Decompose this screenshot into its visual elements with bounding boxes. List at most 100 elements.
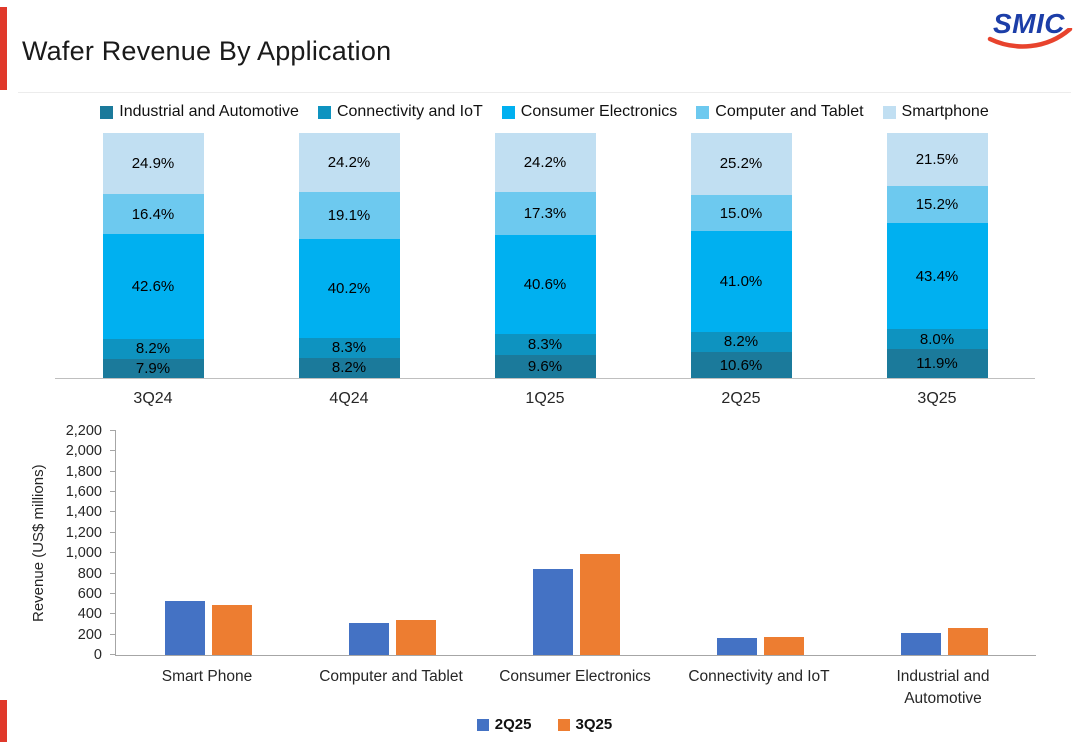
segment-value-label: 40.2% (327, 279, 371, 297)
segment-value-label: 42.6% (131, 277, 175, 295)
bar-3q25-connectivity-and-iot (763, 636, 804, 655)
segment-connectivity-and-iot: 8.2% (690, 331, 792, 352)
segment-connectivity-and-iot: 8.2% (102, 338, 204, 359)
segment-value-label: 21.5% (915, 150, 959, 168)
legend-label-consumer-electronics: Consumer Electronics (520, 103, 678, 120)
segment-value-label: 24.9% (131, 154, 175, 172)
segment-value-label: 19.1% (327, 207, 371, 225)
category-label-text: Consumer Electronics (499, 668, 651, 685)
grouped-chart-plot: 0 200 400 600 800 1,000 1,200 1,400 1,600 1,800 2,… (66, 423, 1036, 663)
legend-label-2q25: 2Q25 (494, 716, 532, 733)
bar-2q25-consumer-electronics (532, 568, 573, 655)
smic-logo-swoosh-icon (987, 28, 1073, 49)
segment-value-label: 8.2% (135, 340, 171, 358)
segment-value-label: 15.0% (719, 204, 763, 222)
segment-smartphone: 24.2% (494, 133, 596, 193)
legend-item-2q25: 2Q25 (476, 716, 532, 733)
bar-group-smart-phone (116, 431, 300, 655)
stacked-bar-column-2q25: 10.6% 8.2% 41.0% 15.0% 25.2% (643, 132, 839, 378)
segment-consumer-electronics: 42.6% (102, 234, 204, 339)
segment-value-label: 8.0% (919, 330, 955, 348)
stacked-bar-2q25: 10.6% 8.2% 41.0% 15.0% 25.2% (690, 132, 792, 378)
y-tick-mark (110, 470, 116, 472)
y-tick-label: 1,200 (65, 524, 102, 541)
y-tick-mark (110, 491, 116, 493)
page-title: Wafer Revenue By Application (22, 36, 392, 66)
smic-logo-text: SMIC (993, 8, 1065, 39)
bar-3q25-consumer-electronics (579, 554, 620, 655)
y-tick-mark (110, 552, 116, 554)
y-tick-mark (110, 511, 116, 513)
legend-swatch-2q25 (476, 718, 489, 731)
legend-label-connectivity-and-iot: Connectivity and IoT (336, 103, 483, 120)
y-tick-label: 2,000 (65, 443, 102, 460)
segment-value-label: 16.4% (131, 205, 175, 223)
segment-smartphone: 21.5% (886, 133, 988, 186)
category-label-smart-phone: Smart Phone (115, 666, 299, 709)
legend-label-3q25: 3Q25 (575, 716, 613, 733)
category-label-text: Computer and Tablet (319, 668, 463, 685)
segment-consumer-electronics: 40.6% (494, 234, 596, 335)
category-label-1q25: 1Q25 (525, 390, 565, 407)
bar-group-industrial-and-automotive (852, 431, 1036, 655)
grouped-chart-category-labels: Smart Phone Computer and Tablet Consumer E… (115, 666, 1035, 709)
segment-value-label: 7.9% (135, 359, 171, 377)
bar-3q25-smart-phone (211, 605, 252, 655)
category-label-3q24: 3Q24 (133, 390, 173, 407)
segment-computer-and-tablet: 17.3% (494, 192, 596, 235)
segment-connectivity-and-iot: 8.3% (298, 337, 400, 358)
y-tick-label: 800 (77, 565, 102, 582)
segment-consumer-electronics: 40.2% (298, 239, 400, 338)
y-tick-mark (110, 430, 116, 431)
category-label-3q25: 3Q25 (917, 390, 957, 407)
y-tick-label: 2,200 (65, 423, 102, 439)
legend-item-industrial-and-automotive: Industrial and Automotive (100, 103, 299, 121)
segment-connectivity-and-iot: 8.3% (494, 334, 596, 355)
stacked-bar-3q24: 7.9% 8.2% 42.6% 16.4% 24.9% (102, 132, 204, 378)
segment-consumer-electronics: 41.0% (690, 231, 792, 332)
bar-group-connectivity-and-iot (668, 431, 852, 655)
legend-label-industrial-and-automotive: Industrial and Automotive (119, 103, 299, 120)
stacked-bar-column-4q24: 8.2% 8.3% 40.2% 19.1% 24.2% (251, 133, 447, 378)
y-tick-mark (110, 572, 116, 574)
legend-item-3q25: 3Q25 (557, 716, 613, 733)
segment-smartphone: 24.2% (298, 133, 400, 193)
legend-swatch-connectivity-and-iot (317, 105, 331, 119)
segment-value-label: 15.2% (915, 195, 959, 213)
category-label-computer-and-tablet: Computer and Tablet (299, 666, 483, 709)
segment-value-label: 43.4% (915, 267, 959, 285)
y-tick-label: 400 (77, 606, 102, 623)
stacked-bar-1q25: 9.6% 8.3% 40.6% 17.3% 24.2% (494, 133, 596, 378)
y-tick-label: 0 (93, 647, 102, 663)
segment-value-label: 41.0% (719, 273, 763, 291)
category-label-text: Smart Phone (161, 668, 253, 685)
stacked-chart-plot: 7.9% 8.2% 42.6% 16.4% 24.9% 8.2% 8.3% 40.2% 19.1… (55, 132, 1035, 378)
segment-computer-and-tablet: 15.0% (690, 194, 792, 232)
category-label-industrial-and-automotive: Industrial and Automotive (851, 666, 1035, 709)
category-label-connectivity-and-iot: Connectivity and IoT (667, 666, 851, 709)
y-tick-mark (110, 654, 116, 655)
y-tick-label: 1,400 (65, 504, 102, 521)
y-tick-mark (110, 633, 116, 635)
bar-2q25-industrial-and-automotive (900, 632, 941, 655)
segment-smartphone: 25.2% (690, 132, 792, 195)
legend-swatch-consumer-electronics (501, 105, 515, 119)
y-tick-mark (110, 531, 116, 533)
stacked-bar-column-3q25: 11.9% 8.0% 43.4% 15.2% 21.5% (839, 133, 1035, 378)
bar-groups (116, 431, 1036, 655)
y-tick-label: 600 (77, 585, 102, 602)
bar-3q25-computer-and-tablet (395, 619, 436, 655)
segment-value-label: 8.3% (331, 339, 367, 357)
y-tick-label: 200 (77, 626, 102, 643)
stacked-bar-column-3q24: 7.9% 8.2% 42.6% 16.4% 24.9% (55, 132, 251, 378)
red-accent-bar-top (0, 7, 7, 90)
segment-value-label: 17.3% (523, 205, 567, 222)
segment-connectivity-and-iot: 8.0% (886, 329, 988, 349)
bar-group-consumer-electronics (484, 431, 668, 655)
legend-item-computer-and-tablet: Computer and Tablet (696, 103, 864, 121)
y-tick-label: 1,600 (65, 484, 102, 501)
stacked-chart-axis-line (55, 378, 1035, 379)
segment-computer-and-tablet: 19.1% (298, 192, 400, 240)
category-label-consumer-electronics: Consumer Electronics (483, 666, 667, 709)
legend-label-smartphone: Smartphone (901, 103, 989, 120)
